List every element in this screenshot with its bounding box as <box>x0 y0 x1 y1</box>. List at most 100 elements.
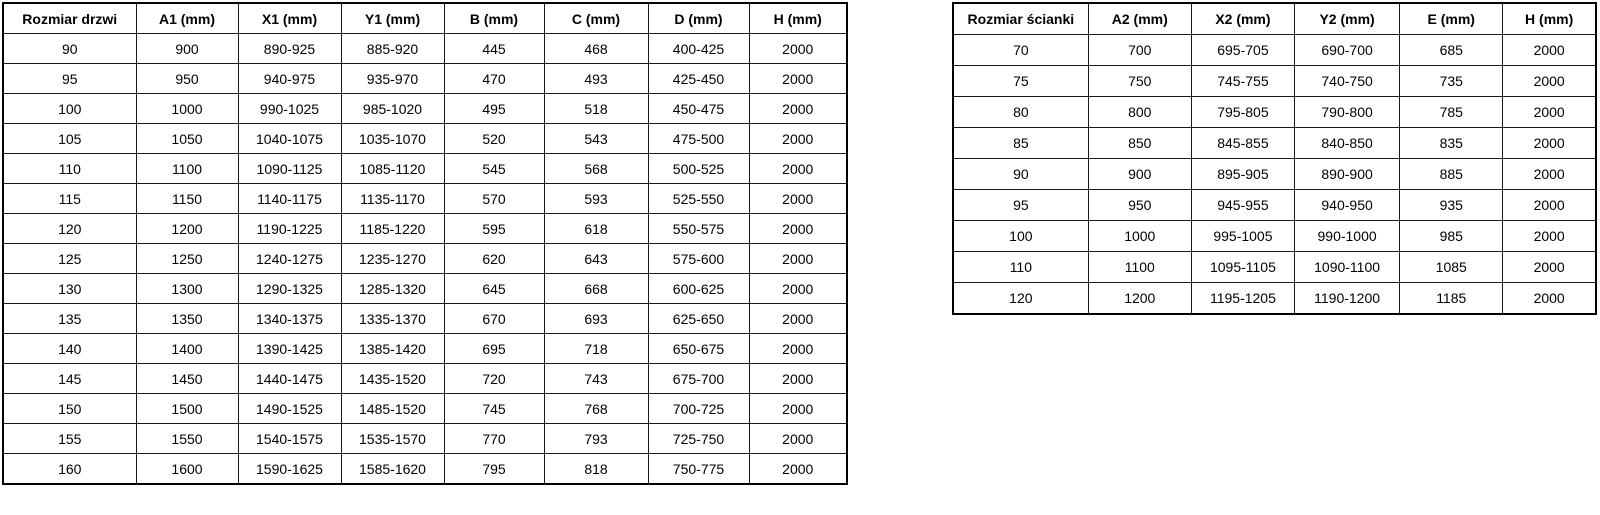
table-cell: 135 <box>2 303 137 334</box>
table-cell: 2000 <box>748 243 848 274</box>
table-cell: 1235-1270 <box>340 243 445 274</box>
table-cell: 2000 <box>748 33 848 64</box>
table-cell: 1300 <box>135 273 239 304</box>
column-header: A1 (mm) <box>135 2 239 34</box>
table-cell: 900 <box>135 33 239 64</box>
table-cell: 1250 <box>135 243 239 274</box>
table-cell: 785 <box>1399 96 1504 128</box>
table-cell: 718 <box>543 333 649 364</box>
column-header: H (mm) <box>1502 2 1597 35</box>
table-cell: 745 <box>443 393 545 424</box>
table-cell: 1090-1100 <box>1294 251 1401 283</box>
table-cell: 700 <box>1087 34 1192 66</box>
table-cell: 1200 <box>1087 282 1192 315</box>
table-cell: 618 <box>543 213 649 244</box>
table-cell: 2000 <box>1502 65 1597 97</box>
table-cell: 475-500 <box>647 123 750 154</box>
table-cell: 575-600 <box>647 243 750 274</box>
table-cell: 1185 <box>1399 282 1504 315</box>
table-row: 110 1100 1090-1125 1085-1120 545 568 500-525 20… <box>2 153 848 184</box>
table-cell: 595 <box>443 213 545 244</box>
table-cell: 770 <box>443 423 545 454</box>
table-cell: 145 <box>2 363 137 394</box>
column-header: X2 (mm) <box>1190 2 1296 35</box>
table-cell: 940-975 <box>237 63 342 94</box>
table-cell: 2000 <box>748 153 848 184</box>
table-cell: 1200 <box>135 213 239 244</box>
table-cell: 1240-1275 <box>237 243 342 274</box>
table-cell: 1285-1320 <box>340 273 445 304</box>
table-cell: 70 <box>952 34 1089 66</box>
table-cell: 2000 <box>1502 34 1597 66</box>
table-cell: 550-575 <box>647 213 750 244</box>
table-cell: 1440-1475 <box>237 363 342 394</box>
column-header: Rozmiar ścianki <box>952 2 1089 35</box>
table-cell: 2000 <box>748 123 848 154</box>
table-cell: 1050 <box>135 123 239 154</box>
column-header: D (mm) <box>647 2 750 34</box>
column-header: E (mm) <box>1399 2 1504 35</box>
table-row: 130 1300 1290-1325 1285-1320 645 668 600-625 20… <box>2 273 848 304</box>
table-row: 75 750 745-755 740-750 735 2000 <box>952 65 1597 97</box>
table-cell: 120 <box>2 213 137 244</box>
table-cell: 735 <box>1399 65 1504 97</box>
table-row: 85 850 845-855 840-850 835 2000 <box>952 127 1597 159</box>
table-cell: 695 <box>443 333 545 364</box>
table-cell: 2000 <box>1502 251 1597 283</box>
table-cell: 1035-1070 <box>340 123 445 154</box>
table-cell: 150 <box>2 393 137 424</box>
table-cell: 1185-1220 <box>340 213 445 244</box>
table-cell: 1600 <box>135 453 239 485</box>
table-cell: 668 <box>543 273 649 304</box>
table-cell: 1435-1520 <box>340 363 445 394</box>
table-cell: 1540-1575 <box>237 423 342 454</box>
table-cell: 750-775 <box>647 453 750 485</box>
table-cell: 1450 <box>135 363 239 394</box>
table-row: 95 950 940-975 935-970 470 493 425-450 2000 <box>2 63 848 94</box>
header-row: Rozmiar ścianki A2 (mm) X2 (mm) Y2 (mm) E (m… <box>952 2 1597 35</box>
door-sizes-table: Rozmiar drzwi A1 (mm) X1 (mm) Y1 (mm) B (mm)… <box>2 2 848 485</box>
table-cell: 645 <box>443 273 545 304</box>
table-cell: 1135-1170 <box>340 183 445 214</box>
table-cell: 520 <box>443 123 545 154</box>
table-cell: 593 <box>543 183 649 214</box>
table-cell: 2000 <box>748 63 848 94</box>
table-cell: 720 <box>443 363 545 394</box>
table-cell: 725-750 <box>647 423 750 454</box>
header-row: Rozmiar drzwi A1 (mm) X1 (mm) Y1 (mm) B (mm)… <box>2 2 848 34</box>
table-row: 80 800 795-805 790-800 785 2000 <box>952 96 1597 128</box>
table-row: 100 1000 995-1005 990-1000 985 2000 <box>952 220 1597 252</box>
table-cell: 115 <box>2 183 137 214</box>
table-row: 100 1000 990-1025 985-1020 495 518 450-475 2000 <box>2 93 848 124</box>
table-cell: 2000 <box>748 453 848 485</box>
table-cell: 945-955 <box>1190 189 1296 221</box>
table-cell: 1400 <box>135 333 239 364</box>
table-cell: 80 <box>952 96 1089 128</box>
table-row: 140 1400 1390-1425 1385-1420 695 718 650-675 20… <box>2 333 848 364</box>
table-row: 135 1350 1340-1375 1335-1370 670 693 625-650 20… <box>2 303 848 334</box>
table-cell: 75 <box>952 65 1089 97</box>
table-cell: 950 <box>1087 189 1192 221</box>
table-cell: 500-525 <box>647 153 750 184</box>
table-cell: 2000 <box>1502 127 1597 159</box>
table-cell: 675-700 <box>647 363 750 394</box>
table-cell: 570 <box>443 183 545 214</box>
table-cell: 990-1025 <box>237 93 342 124</box>
table-cell: 750 <box>1087 65 1192 97</box>
table-cell: 518 <box>543 93 649 124</box>
table-cell: 690-700 <box>1294 34 1401 66</box>
table-cell: 95 <box>2 63 137 94</box>
table-cell: 110 <box>2 153 137 184</box>
table-cell: 160 <box>2 453 137 485</box>
table-row: 90 900 890-925 885-920 445 468 400-425 2000 <box>2 33 848 64</box>
table-cell: 493 <box>543 63 649 94</box>
table-cell: 2000 <box>748 183 848 214</box>
table-row: 110 1100 1095-1105 1090-1100 1085 2000 <box>952 251 1597 283</box>
table-cell: 2000 <box>1502 282 1597 315</box>
table-cell: 2000 <box>1502 96 1597 128</box>
table-cell: 450-475 <box>647 93 750 124</box>
column-header: Rozmiar drzwi <box>2 2 137 34</box>
table-row: 105 1050 1040-1075 1035-1070 520 543 475-500 20… <box>2 123 848 154</box>
table-cell: 130 <box>2 273 137 304</box>
table-cell: 845-855 <box>1190 127 1296 159</box>
